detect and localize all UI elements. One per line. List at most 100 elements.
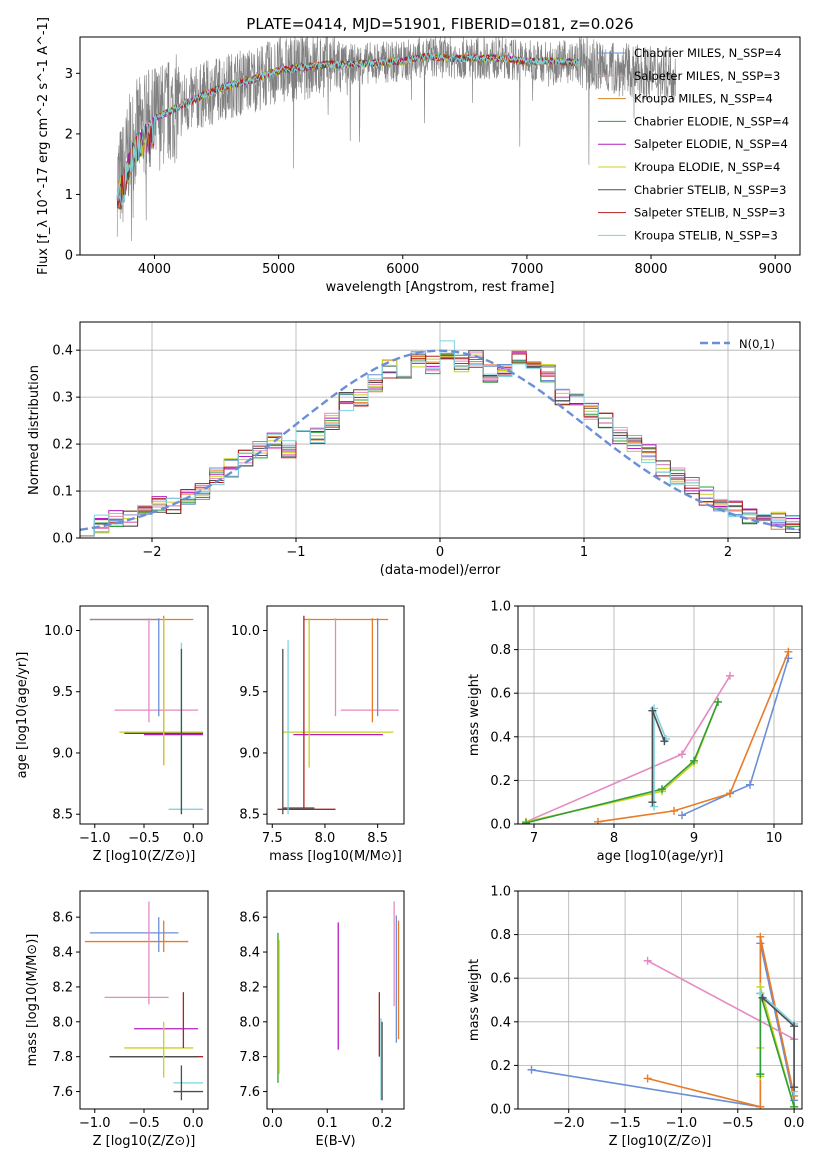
weight-point xyxy=(790,1102,799,1109)
y-tick-label: 0.0 xyxy=(490,1103,511,1118)
axes-frame xyxy=(79,605,209,825)
weight-point xyxy=(648,706,657,715)
x-tick-label: 2 xyxy=(724,545,732,560)
x-tick-label: 0.0 xyxy=(183,1116,204,1131)
weight-point xyxy=(594,817,602,824)
x-tick-label: 7 xyxy=(530,831,538,846)
x-tick-label: 8 xyxy=(610,831,618,846)
x-axis-label: wavelength [Angstrom, rest frame] xyxy=(326,280,555,295)
weight-point xyxy=(678,750,686,759)
weight-point xyxy=(522,818,530,824)
panel-z-mass: −1.0 −0.5 0.0 7.6 7.8 8.0 8.2 8.4 8.6 Z [log10(Z/… xyxy=(25,890,209,1149)
y-tick-label: 9.0 xyxy=(239,746,260,761)
panel-z-age: −1.0 −0.5 0.0 8.5 9.0 9.5 10.0 Z [log10(Z/Z⊙)] a… xyxy=(15,605,209,864)
y-tick-label: 2 xyxy=(65,127,73,142)
weight-point xyxy=(790,1022,799,1031)
axes-frame xyxy=(517,890,803,1110)
y-tick-label: 8.4 xyxy=(52,946,73,961)
panel-mass-age: 7.5 8.0 8.5 8.5 9.0 9.5 10.0 mass [log10(M/M⊙)] xyxy=(231,605,405,864)
legend-entry: Salpeter MILES, N_SSP=3 xyxy=(634,69,780,83)
weight-point xyxy=(756,989,765,998)
weight-point xyxy=(690,756,698,765)
weight-point xyxy=(726,789,734,798)
y-tick-label: 0.4 xyxy=(52,344,73,359)
y-tick-label: 7.6 xyxy=(52,1085,73,1100)
data-spectrum-line xyxy=(116,37,676,242)
weight-point xyxy=(756,932,765,941)
x-tick-label: −0.5 xyxy=(128,1116,160,1131)
axes-frame xyxy=(79,36,801,256)
y-tick-label: 0.3 xyxy=(52,391,73,406)
y-tick-label: 8.6 xyxy=(52,911,73,926)
x-tick-label: −1.5 xyxy=(609,1116,641,1131)
legend-entry: Chabrier MILES, N_SSP=4 xyxy=(634,46,781,60)
x-tick-label: 6000 xyxy=(386,262,419,277)
weight-point xyxy=(643,956,652,965)
weight-point xyxy=(658,785,666,794)
x-tick-label: 4000 xyxy=(138,262,171,277)
weight-point xyxy=(784,647,793,656)
x-tick-label: 8000 xyxy=(634,262,667,277)
weight-point xyxy=(758,993,767,1002)
weight-point xyxy=(650,802,658,811)
legend-entry: Salpeter STELIB, N_SSP=3 xyxy=(634,206,785,220)
x-tick-label: −0.5 xyxy=(722,1116,754,1131)
x-axis-label: age [log10(age/yr)] xyxy=(597,849,724,864)
weight-line xyxy=(597,651,790,823)
x-tick-label: 0 xyxy=(436,545,444,560)
y-tick-label: 8.2 xyxy=(239,980,260,995)
y-tick-label: 8.5 xyxy=(52,808,73,823)
weight-point xyxy=(660,737,669,746)
plot-area xyxy=(84,901,204,1101)
weight-point xyxy=(527,1065,536,1074)
x-tick-label: 8.0 xyxy=(315,831,336,846)
x-tick-label: 0.0 xyxy=(784,1116,805,1131)
weight-point xyxy=(726,671,734,680)
y-tick-label: 0 xyxy=(65,249,73,264)
x-tick-label: 0.0 xyxy=(183,831,204,846)
legend-entry: Kroupa STELIB, N_SSP=3 xyxy=(634,228,778,242)
plot-area xyxy=(527,932,799,1109)
x-tick-label: 7.5 xyxy=(262,831,283,846)
y-tick-label: 10.0 xyxy=(44,624,73,639)
plot-area xyxy=(80,340,800,537)
x-tick-label: 7000 xyxy=(510,262,543,277)
y-tick-label: 0.8 xyxy=(490,643,511,658)
axes-frame xyxy=(266,890,405,1110)
y-tick-label: 1 xyxy=(65,188,73,203)
panel-z-weight: −2.0 −1.5 −1.0 −0.5 0.0 0.0 0.2 0.4 0.6 0.8 1.0 Z [… xyxy=(467,885,804,1150)
x-axis-label: (data-model)/error xyxy=(380,563,501,578)
weight-point xyxy=(643,1074,652,1083)
x-tick-label: −2 xyxy=(142,545,161,560)
y-tick-label: 3 xyxy=(65,67,73,82)
y-tick-label: 0.6 xyxy=(490,972,511,987)
y-tick-label: 0.0 xyxy=(490,818,511,833)
x-tick-label: 1 xyxy=(580,545,588,560)
normal-curve xyxy=(80,349,800,531)
x-tick-label: 8.5 xyxy=(367,831,388,846)
y-tick-label: 9.5 xyxy=(52,685,73,700)
legend-entry: Chabrier STELIB, N_SSP=3 xyxy=(634,183,786,197)
x-tick-label: 0.1 xyxy=(317,1116,338,1131)
weight-point xyxy=(756,1070,765,1079)
x-axis-label: Z [log10(Z/Z⊙)] xyxy=(609,1134,712,1149)
plot-area xyxy=(522,647,793,824)
x-axis-label: mass [log10(M/M⊙)] xyxy=(269,849,402,864)
y-tick-label: 0.0 xyxy=(52,532,73,547)
x-tick-label: −2.0 xyxy=(553,1116,585,1131)
panel-residuals: −2 −1 0 1 2 0.0 0.1 0.2 0.3 0.4 (data-model)/error… xyxy=(27,321,801,578)
axes-frame xyxy=(79,890,209,1110)
y-tick-label: 0.1 xyxy=(52,485,73,500)
plot-area xyxy=(277,615,399,815)
x-tick-label: 10 xyxy=(766,831,783,846)
panel-ebv-mass: 0.0 0.1 0.2 7.6 7.8 8.0 8.2 8.4 8.6 E(B-V) xyxy=(239,890,405,1149)
weight-point xyxy=(648,798,657,807)
panel-spectrum: 4000 5000 6000 7000 8000 9000 0 1 2 3 wavelength [… xyxy=(36,17,801,295)
y-tick-label: 0.2 xyxy=(52,438,73,453)
x-tick-label: −1.0 xyxy=(79,1116,111,1131)
weight-point xyxy=(756,1102,765,1109)
weight-line xyxy=(681,658,790,817)
y-axis-label: mass [log10(M/M⊙)] xyxy=(25,934,40,1067)
plot-area xyxy=(277,901,400,1101)
y-tick-label: 1.0 xyxy=(490,885,511,900)
